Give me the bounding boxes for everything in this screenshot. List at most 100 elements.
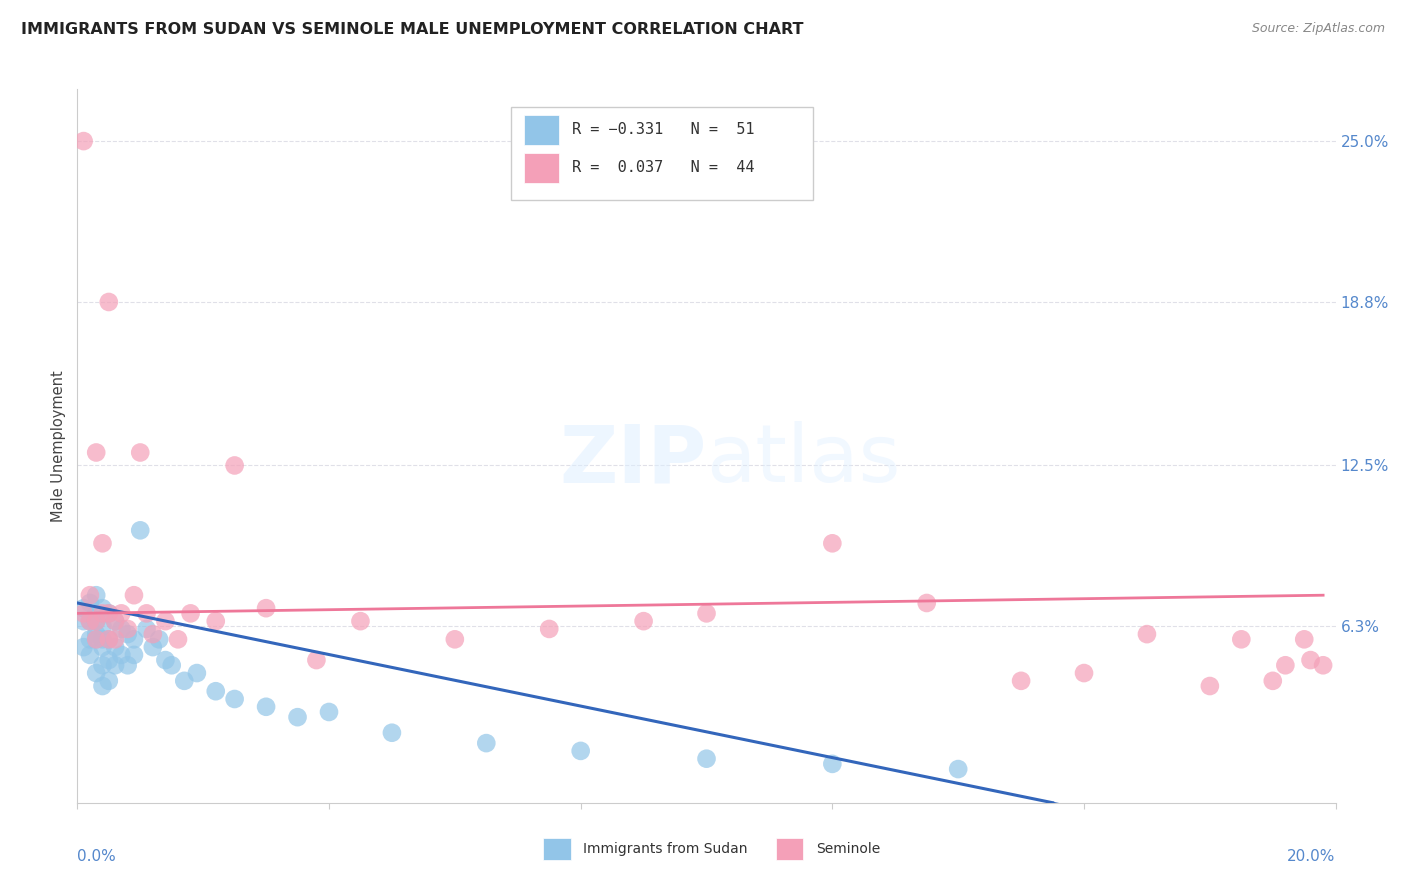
Point	[1073, 666, 1095, 681]
Point	[117, 627, 139, 641]
Text: Immigrants from Sudan: Immigrants from Sudan	[583, 842, 748, 856]
Point	[254, 601, 277, 615]
FancyBboxPatch shape	[512, 107, 814, 200]
Point	[349, 614, 371, 628]
Point	[97, 632, 120, 647]
Point	[142, 627, 165, 641]
Point	[79, 596, 101, 610]
Point	[1274, 658, 1296, 673]
Point	[1312, 658, 1334, 673]
Point	[110, 622, 132, 636]
Point	[79, 632, 101, 647]
Point	[72, 640, 94, 654]
Point	[1010, 673, 1032, 688]
Point	[122, 648, 145, 662]
Point	[538, 622, 561, 636]
Point	[1261, 673, 1284, 688]
Point	[948, 762, 970, 776]
Point	[104, 632, 127, 647]
Point	[72, 601, 94, 615]
Bar	[776, 838, 803, 860]
Point	[97, 607, 120, 621]
Point	[79, 588, 101, 602]
Point	[72, 607, 94, 621]
Point	[91, 536, 114, 550]
Text: 20.0%: 20.0%	[1288, 849, 1336, 864]
Text: Seminole: Seminole	[815, 842, 880, 856]
Point	[84, 614, 107, 628]
Bar	[524, 115, 560, 145]
Point	[84, 614, 107, 628]
Point	[91, 658, 114, 673]
Point	[1136, 627, 1159, 641]
Point	[287, 710, 309, 724]
Point	[97, 295, 120, 310]
Point	[84, 445, 107, 459]
Point	[84, 588, 107, 602]
Point	[180, 607, 202, 621]
Point	[117, 622, 139, 636]
Text: R =  0.037   N =  44: R = 0.037 N = 44	[572, 161, 755, 175]
Point	[91, 640, 114, 654]
Point	[160, 658, 183, 673]
Point	[117, 658, 139, 673]
Point	[97, 653, 120, 667]
Point	[224, 458, 246, 473]
Point	[305, 653, 328, 667]
Point	[122, 588, 145, 602]
Point	[135, 607, 157, 621]
Point	[104, 614, 127, 628]
Point	[696, 607, 718, 621]
Point	[1230, 632, 1253, 647]
Point	[91, 679, 114, 693]
Point	[91, 632, 114, 647]
Text: 0.0%: 0.0%	[77, 849, 117, 864]
Point	[155, 614, 177, 628]
Point	[381, 725, 404, 739]
Point	[97, 632, 120, 647]
Point	[142, 640, 165, 654]
Point	[91, 607, 114, 621]
Point	[97, 673, 120, 688]
Point	[204, 684, 226, 698]
Point	[91, 601, 114, 615]
Point	[155, 653, 177, 667]
Point	[79, 614, 101, 628]
Point	[633, 614, 655, 628]
Point	[821, 536, 844, 550]
Text: atlas: atlas	[707, 421, 901, 500]
Point	[97, 607, 120, 621]
Point	[444, 632, 467, 647]
Point	[1294, 632, 1316, 647]
Point	[72, 614, 94, 628]
Point	[135, 622, 157, 636]
Text: Source: ZipAtlas.com: Source: ZipAtlas.com	[1251, 22, 1385, 36]
Point	[129, 445, 152, 459]
Point	[91, 619, 114, 633]
Point	[696, 752, 718, 766]
Point	[79, 648, 101, 662]
Point	[204, 614, 226, 628]
Point	[129, 524, 152, 538]
Point	[821, 756, 844, 771]
Bar	[543, 838, 571, 860]
Point	[72, 134, 94, 148]
Point	[84, 666, 107, 681]
Point	[475, 736, 498, 750]
Point	[148, 632, 170, 647]
Point	[104, 640, 127, 654]
Point	[122, 632, 145, 647]
Point	[318, 705, 340, 719]
Point	[173, 673, 195, 688]
Point	[224, 692, 246, 706]
Point	[915, 596, 938, 610]
Bar	[524, 153, 560, 183]
Text: R = −0.331   N =  51: R = −0.331 N = 51	[572, 122, 755, 137]
Point	[1299, 653, 1322, 667]
Point	[84, 632, 107, 647]
Point	[79, 614, 101, 628]
Point	[104, 658, 127, 673]
Point	[104, 614, 127, 628]
Point	[167, 632, 190, 647]
Text: IMMIGRANTS FROM SUDAN VS SEMINOLE MALE UNEMPLOYMENT CORRELATION CHART: IMMIGRANTS FROM SUDAN VS SEMINOLE MALE U…	[21, 22, 804, 37]
